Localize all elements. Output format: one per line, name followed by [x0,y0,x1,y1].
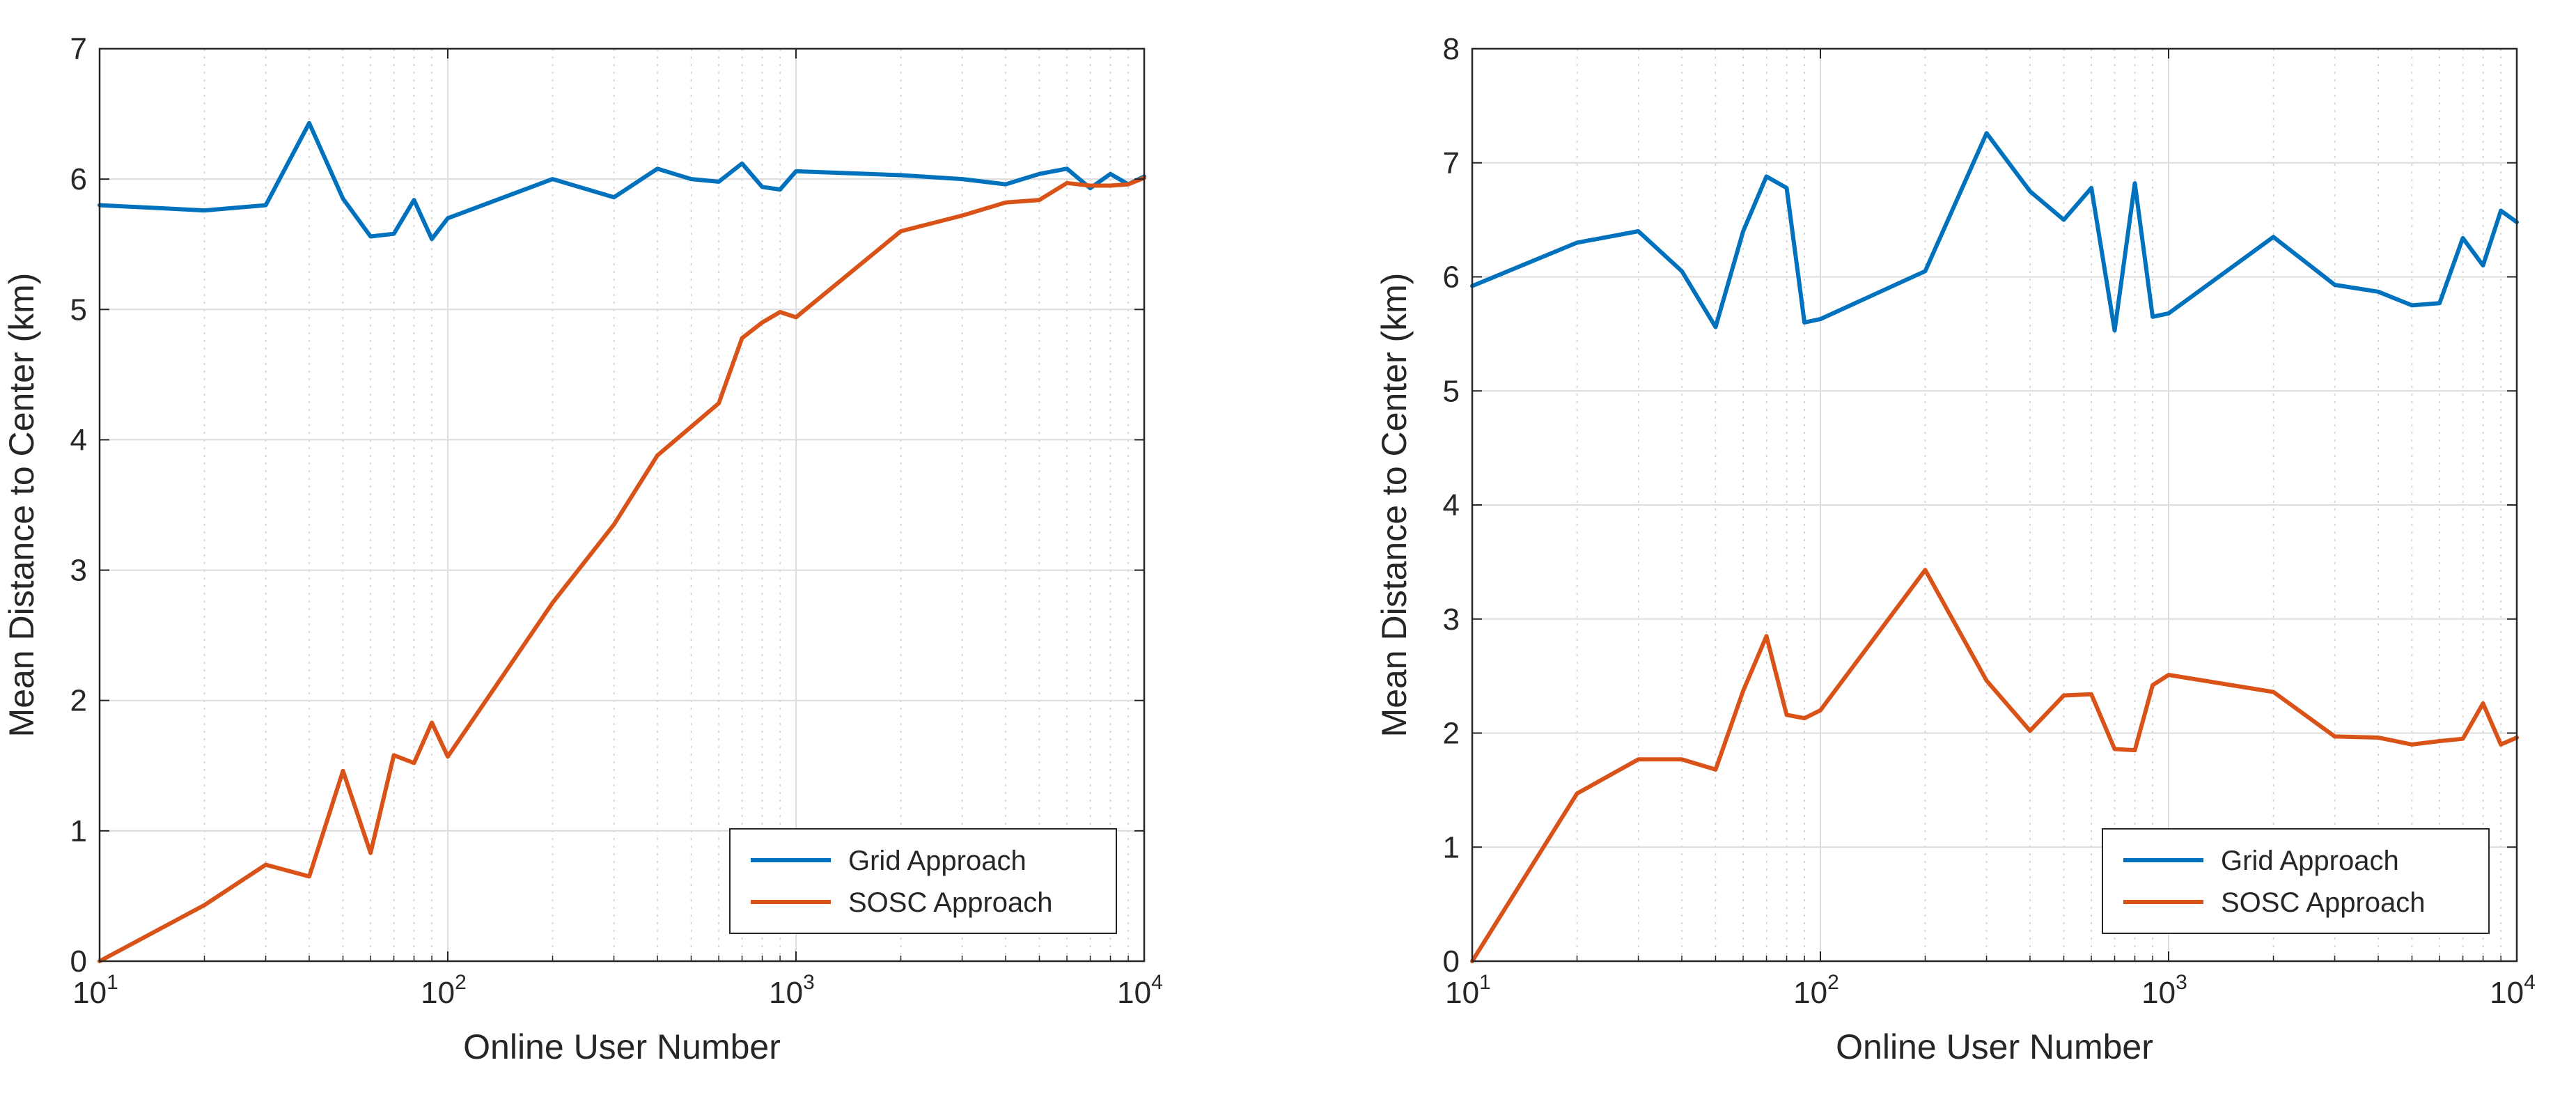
legend-label-grid-approach: Grid Approach [2221,846,2399,876]
series-line-sosc-approach [1470,568,2519,963]
x-axis-label: Online User Number [463,1027,781,1066]
y-tick-label: 1 [70,814,87,848]
x-tick-label: 103 [769,971,815,1010]
x-tick-label: 101 [1445,971,1491,1010]
legend-box [729,828,1117,934]
series-line-sosc-approach [97,176,1146,963]
y-tick-label: 4 [1443,488,1460,522]
x-tick-label: 103 [2141,971,2187,1010]
y-tick-label: 2 [1443,717,1460,751]
legend-label-sosc-approach: SOSC Approach [848,887,1053,918]
axes-frame [98,47,1146,963]
x-tick-label: 101 [72,971,118,1010]
x-tick-label: 102 [421,971,467,1010]
series-line-grid-approach [97,120,1146,242]
y-axis-label: Mean Distance to Center (km) [2,273,41,738]
y-tick-label: 2 [70,684,87,718]
legend: Grid Approach SOSC Approach [729,828,1117,934]
y-tick-label: 7 [1443,146,1460,180]
y-tick-label: 3 [70,554,87,588]
y-tick-label: 6 [1443,260,1460,295]
y-tick-label: 0 [70,944,87,979]
chart-1: 0 1 2 3 4 5 6 7 101 102 103 104 Online User Number Me… [2,32,1163,1066]
y-tick-label: 7 [70,32,87,66]
y-tick-label: 4 [70,423,87,457]
legend-label-sosc-approach: SOSC Approach [2221,887,2426,918]
y-axis-label: Mean Distance to Center (km) [1375,273,1414,738]
x-tick-label: 102 [1793,971,1839,1010]
y-tick-label: 1 [1443,830,1460,864]
x-axis-label: Online User Number [1836,1027,2153,1066]
y-tick-label: 8 [1443,32,1460,66]
x-tick-label: 104 [2490,971,2536,1010]
y-tick-label: 0 [1443,944,1460,979]
legend: Grid Approach SOSC Approach [2102,828,2490,934]
y-tick-label: 6 [70,162,87,196]
series-line-grid-approach [1470,131,2519,333]
chart-2: 0 1 2 3 4 5 6 7 8 101 102 103 104 Online User Number M… [1375,32,2536,1066]
x-tick-label: 104 [1117,971,1163,1010]
legend-label-grid-approach: Grid Approach [848,846,1027,876]
y-tick-label: 5 [1443,374,1460,408]
plot-area [100,49,1144,961]
y-tick-label: 3 [1443,602,1460,637]
legend-box [2102,828,2490,934]
y-tick-label: 5 [70,293,87,327]
